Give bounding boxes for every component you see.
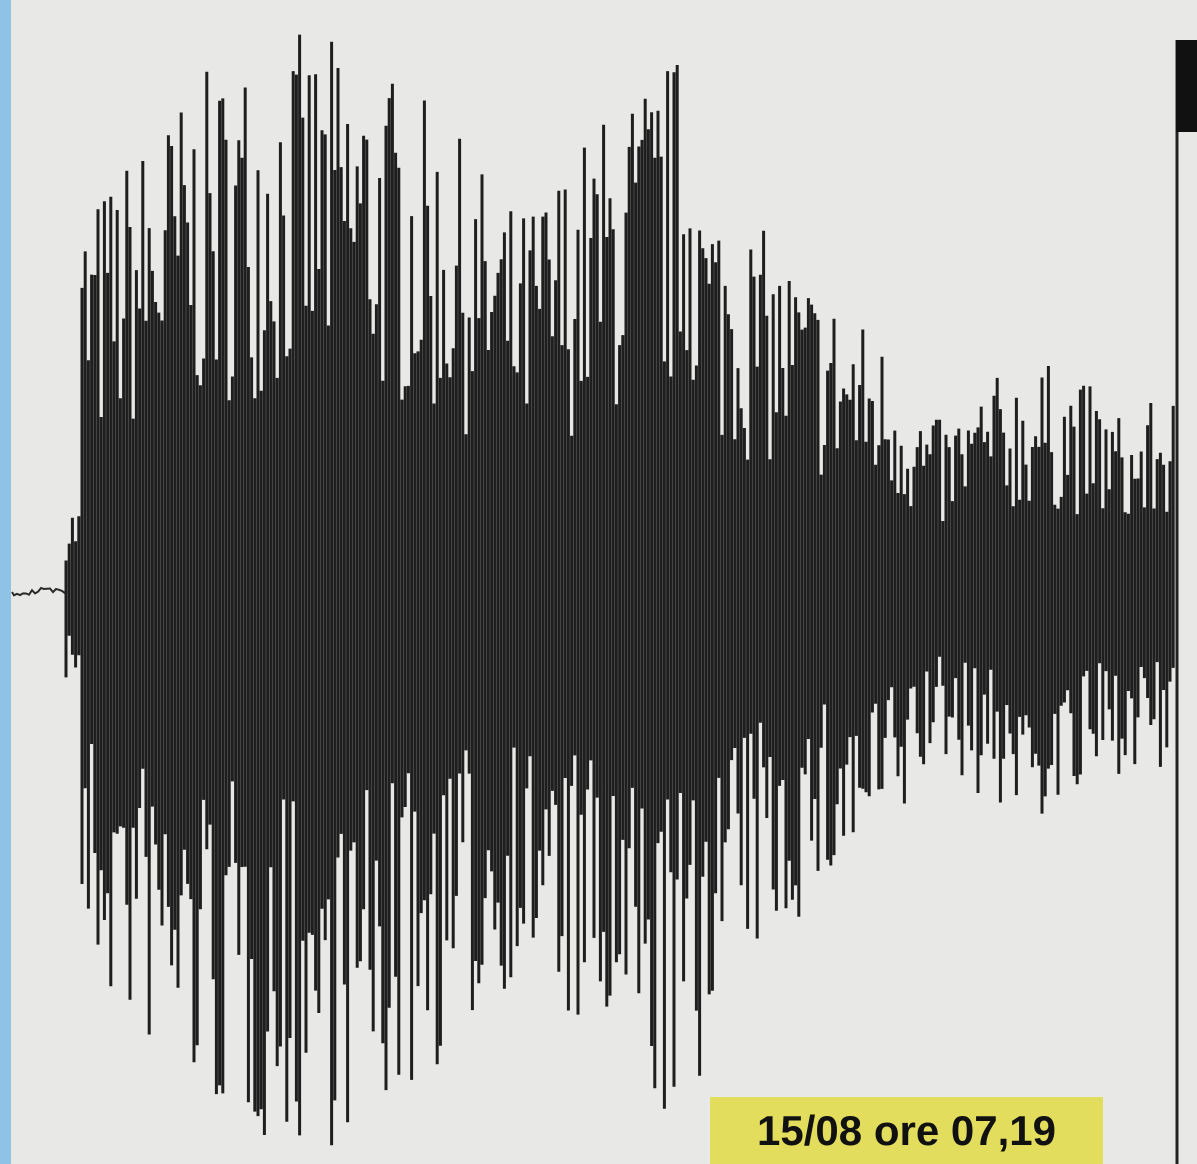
frame-block: [1176, 40, 1197, 132]
timestamp-label: 15/08 ore 07,19: [710, 1097, 1103, 1164]
left-strip: [0, 0, 11, 1164]
waveform: [64, 34, 1175, 1146]
pre-event-trace: [11, 586, 66, 597]
